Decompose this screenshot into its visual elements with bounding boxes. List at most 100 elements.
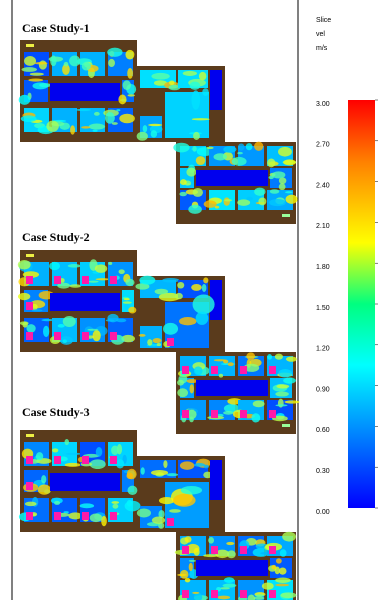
flow-patch	[279, 567, 287, 574]
flow-patch	[203, 554, 219, 557]
flow-patch	[246, 143, 253, 150]
vent	[269, 410, 276, 418]
flow-patch	[111, 445, 119, 455]
flow-patch	[175, 293, 183, 299]
flow-patch	[228, 362, 234, 366]
colorbar-tick-label: 1.80	[316, 264, 330, 271]
flow-patch	[278, 369, 292, 378]
corridor	[196, 170, 268, 186]
flow-patch	[36, 452, 43, 460]
flow-patch	[19, 95, 31, 105]
flow-patch	[162, 278, 179, 282]
flow-patch	[90, 514, 103, 523]
vent	[240, 366, 247, 374]
flow-patch	[177, 574, 187, 576]
flow-patch	[128, 94, 135, 96]
flow-patch	[177, 388, 188, 397]
flow-patch	[223, 360, 228, 364]
flow-patch	[119, 114, 135, 123]
colorbar-tick-label: 0.00	[316, 509, 330, 516]
vent	[82, 276, 89, 284]
vent	[269, 366, 276, 374]
vent	[26, 332, 33, 340]
flow-patch	[46, 121, 59, 132]
flow-patch	[155, 289, 168, 295]
flow-patch	[246, 352, 255, 360]
flow-patch	[253, 401, 265, 408]
figure: Case Study-1 Case Study-2 Case Study-3 S…	[0, 0, 391, 600]
flow-patch	[177, 282, 184, 289]
flow-patch	[238, 143, 245, 150]
flow-patch	[271, 565, 276, 570]
flow-patch	[63, 316, 76, 327]
flow-patch	[179, 192, 187, 196]
room	[165, 92, 209, 138]
flow-patch	[169, 81, 174, 85]
flow-patch	[76, 109, 91, 111]
flow-patch	[38, 484, 51, 494]
flow-patch	[246, 197, 253, 201]
colorbar-tick-label: 0.60	[316, 427, 330, 434]
flow-patch	[267, 354, 272, 360]
flow-patch	[125, 50, 134, 60]
flow-patch	[96, 447, 103, 457]
flow-patch	[41, 319, 53, 321]
flow-patch	[254, 188, 265, 196]
colorbar-tick-label: 0.90	[316, 386, 330, 393]
flow-patch	[275, 354, 283, 360]
plans	[18, 40, 300, 600]
flow-patch	[223, 146, 236, 153]
flow-patch	[108, 262, 112, 265]
flow-patch	[93, 330, 101, 341]
flow-patch	[139, 334, 146, 337]
flow-patch	[276, 384, 289, 388]
vent	[182, 590, 189, 598]
flow-patch	[105, 112, 115, 124]
flow-patch	[268, 176, 273, 179]
marker	[26, 254, 34, 257]
vent	[26, 302, 33, 310]
vent	[82, 456, 89, 464]
flow-patch	[41, 475, 46, 483]
vent	[211, 366, 218, 374]
vent	[182, 546, 189, 554]
flow-patch	[123, 301, 132, 303]
flow-patch	[173, 143, 189, 153]
flow-patch	[107, 314, 118, 322]
flow-patch	[202, 284, 207, 292]
flow-patch	[118, 94, 126, 104]
colorbar-tick-label: 3.00	[316, 101, 330, 108]
flow-patch	[173, 494, 196, 507]
flow-patch	[163, 323, 178, 335]
flow-patch	[203, 277, 208, 283]
flow-patch	[151, 73, 169, 80]
flow-patch	[93, 130, 98, 132]
flow-patch	[194, 366, 203, 375]
flow-patch	[52, 448, 58, 452]
flow-patch	[18, 260, 31, 270]
vent	[82, 332, 89, 340]
flow-patch	[193, 188, 203, 197]
flow-patch	[188, 205, 202, 214]
flow-patch	[137, 132, 148, 141]
flow-patch	[147, 339, 152, 345]
flow-patch	[187, 379, 198, 383]
flow-patch	[183, 71, 197, 76]
flow-patch	[54, 501, 60, 505]
flow-patch	[25, 502, 37, 507]
flow-patch	[207, 147, 214, 149]
flow-patch	[35, 62, 48, 65]
vent	[110, 456, 117, 464]
flow-patch	[153, 338, 162, 343]
flow-patch	[262, 582, 274, 589]
flow-patch	[68, 512, 82, 519]
vent	[211, 546, 218, 554]
flow-patch	[185, 536, 192, 542]
flow-patch	[189, 417, 194, 423]
flow-patch	[50, 55, 56, 66]
corridor	[210, 460, 222, 500]
flow-patch	[194, 463, 205, 467]
flow-patch	[66, 453, 82, 455]
flow-patch	[192, 146, 196, 152]
flow-patch	[196, 156, 206, 165]
